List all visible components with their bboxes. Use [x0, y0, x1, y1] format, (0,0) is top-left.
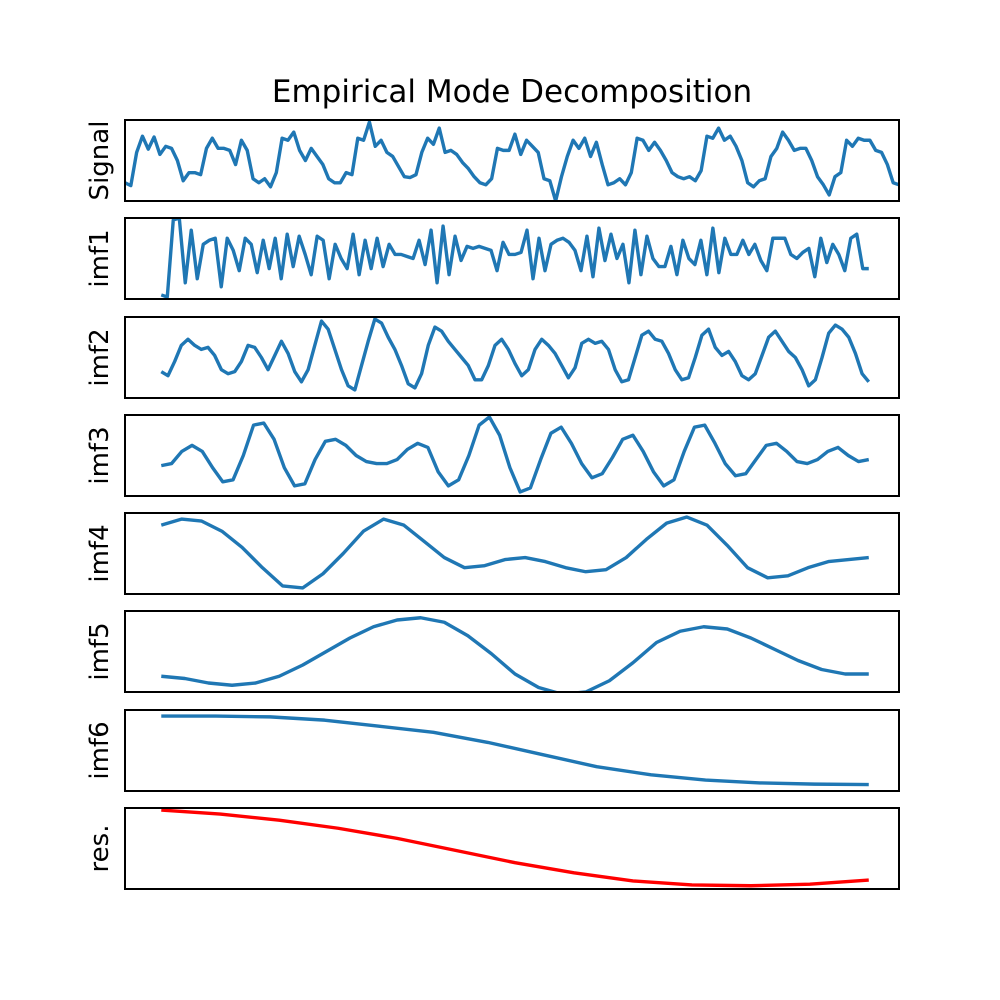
series-line	[125, 120, 899, 201]
panel-frame	[124, 807, 900, 890]
panel-ylabel: imf2	[85, 328, 115, 386]
chart-title: Empirical Mode Decomposition	[272, 74, 752, 110]
panel-frame	[124, 217, 900, 300]
panel-imf1: imf1	[85, 217, 900, 300]
series-line	[160, 415, 870, 494]
series-line	[160, 218, 869, 299]
panel-ylabel: imf3	[85, 426, 115, 484]
panel-imf5: imf5	[85, 610, 900, 693]
panel-frame	[124, 316, 900, 399]
panel-imf2: imf2	[85, 316, 900, 399]
panel-imf4: imf4	[85, 512, 900, 595]
panels: Signal imf1 imf2 imf3 imf4 imf5 imf6 res.	[85, 119, 900, 890]
panel-Signal: Signal	[85, 119, 900, 202]
panel-ylabel: Signal	[85, 121, 115, 201]
panel-frame	[124, 414, 900, 497]
panel-frame	[124, 610, 900, 693]
panel-ylabel: res.	[85, 825, 115, 873]
series-line	[161, 616, 869, 692]
panel-imf6: imf6	[85, 709, 900, 792]
panel-ylabel: imf4	[85, 524, 115, 582]
panel-ylabel: imf1	[85, 229, 115, 287]
panel-frame	[124, 709, 900, 792]
series-line	[160, 317, 871, 392]
panel-ylabel: imf6	[85, 721, 115, 779]
panel-res: res.	[85, 807, 900, 890]
series-line	[161, 808, 869, 888]
series-line	[161, 714, 869, 787]
panel-frame	[124, 512, 900, 595]
panel-ylabel: imf5	[85, 622, 115, 680]
panel-imf3: imf3	[85, 414, 900, 497]
series-line	[160, 515, 869, 590]
panel-frame	[124, 119, 900, 202]
